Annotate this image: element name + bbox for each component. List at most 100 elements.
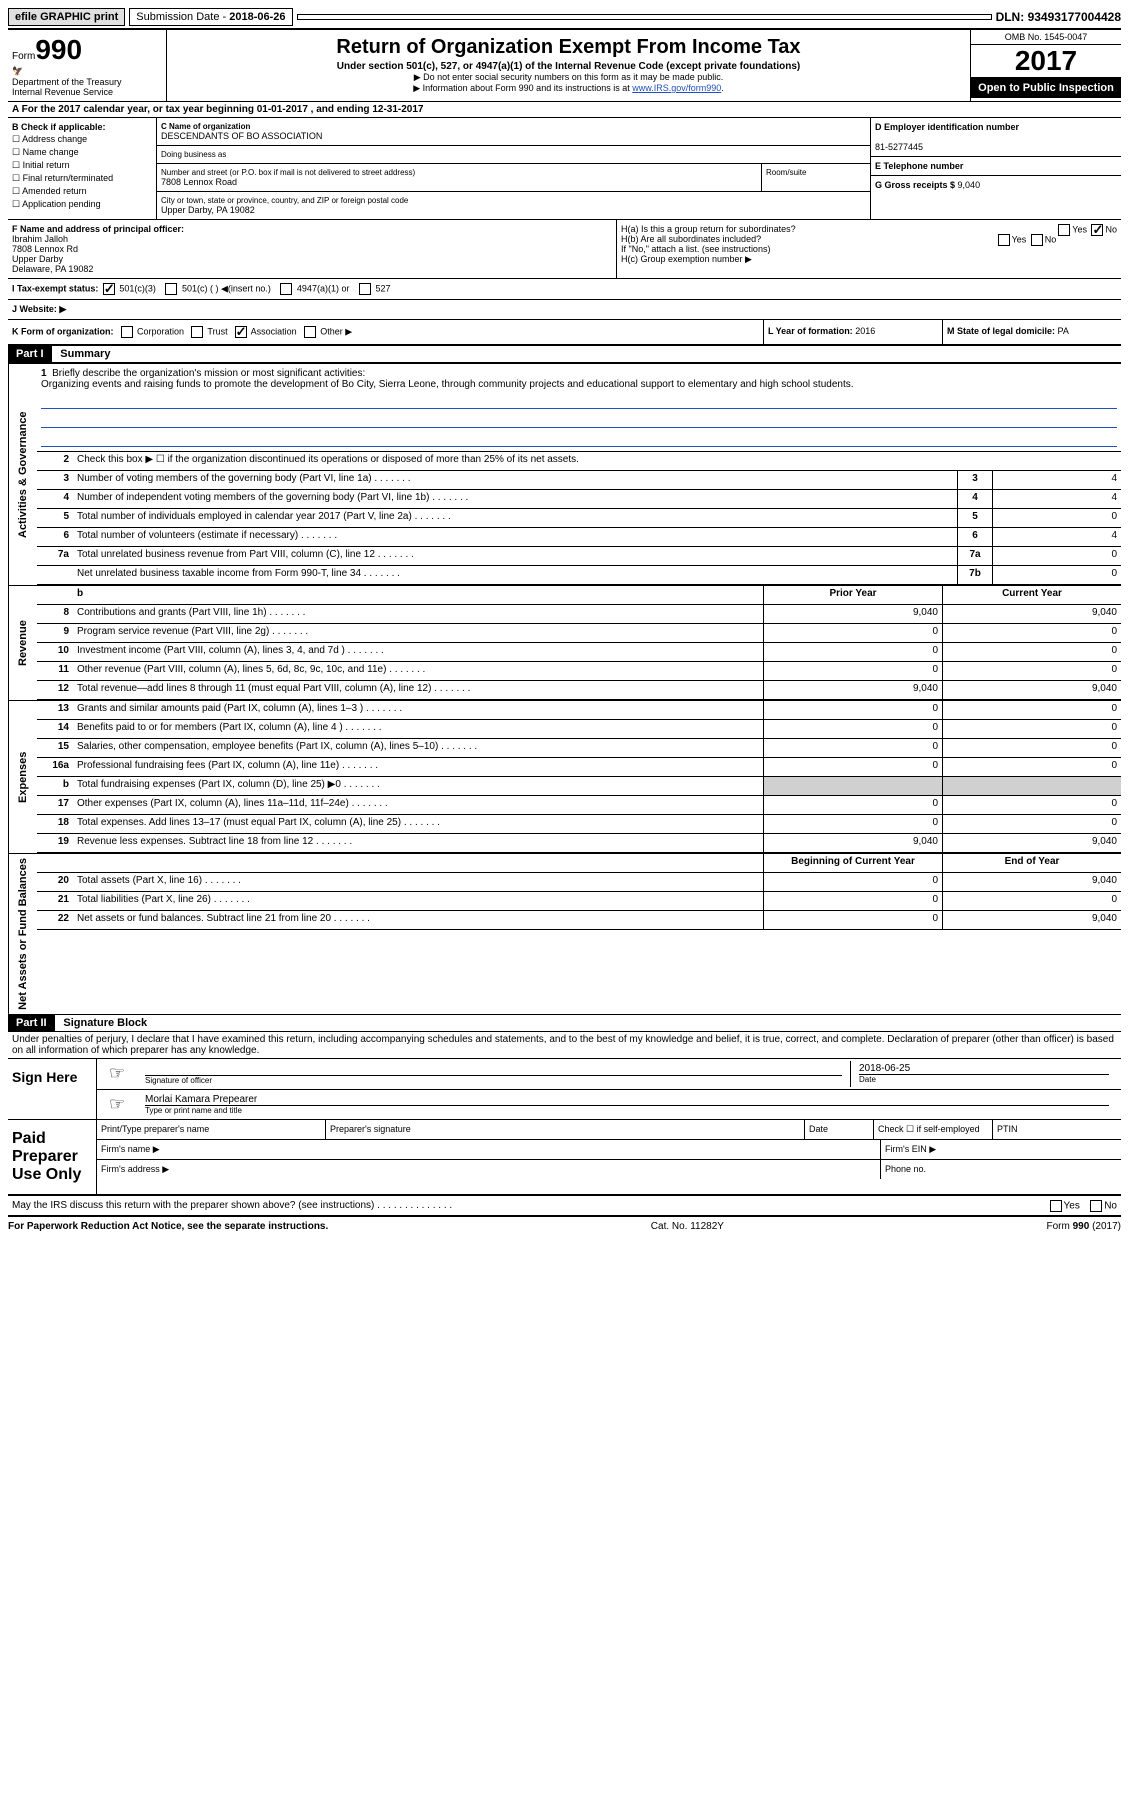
revenue-side-label: Revenue (8, 586, 37, 700)
expenses-side-label: Expenses (8, 701, 37, 853)
table-row: 3 Number of voting members of the govern… (37, 471, 1121, 490)
table-row: 4 Number of independent voting members o… (37, 490, 1121, 509)
table-row: 11 Other revenue (Part VIII, column (A),… (37, 662, 1121, 681)
mission-line (41, 432, 1117, 447)
form-header: Form990 🦅 Department of the Treasury Int… (8, 30, 1121, 102)
table-row: 8 Contributions and grants (Part VIII, l… (37, 605, 1121, 624)
tax-year: 2017 (971, 45, 1121, 78)
check-initial-return[interactable]: ☐ Initial return (12, 160, 152, 171)
header-left: Form990 🦅 Department of the Treasury Int… (8, 30, 167, 101)
org-name: DESCENDANTS OF BO ASSOCIATION (161, 131, 866, 141)
org-address: 7808 Lennox Road (161, 177, 757, 187)
h-a: H(a) Is this a group return for subordin… (621, 224, 1117, 234)
table-row: 13 Grants and similar amounts paid (Part… (37, 701, 1121, 720)
gross-receipts: 9,040 (958, 180, 981, 190)
sign-here-label: Sign Here (8, 1059, 97, 1119)
h-b: H(b) Are all subordinates included? Yes … (621, 234, 1117, 244)
check-address-change[interactable]: ☐ Address change (12, 134, 152, 145)
form-other-checkbox[interactable] (304, 326, 316, 338)
discuss-row: May the IRS discuss this return with the… (8, 1195, 1121, 1217)
part-2-header: Part II Signature Block (8, 1015, 1121, 1032)
top-bar: efile GRAPHIC print Submission Date - 20… (8, 8, 1121, 30)
table-row: 22 Net assets or fund balances. Subtract… (37, 911, 1121, 930)
submission-date-box: Submission Date - 2018-06-26 (129, 8, 292, 26)
signature-arrow-icon: ☞ (101, 1061, 137, 1087)
dept-label: Department of the Treasury Internal Reve… (12, 77, 162, 97)
governance-side-label: Activities & Governance (8, 364, 37, 585)
form-subtitle: Under section 501(c), 527, or 4947(a)(1)… (171, 61, 966, 72)
table-row: 9 Program service revenue (Part VIII, li… (37, 624, 1121, 643)
table-row: 20 Total assets (Part X, line 16) 0 9,04… (37, 873, 1121, 892)
table-row: 7a Total unrelated business revenue from… (37, 547, 1121, 566)
table-row: 17 Other expenses (Part IX, column (A), … (37, 796, 1121, 815)
mission-line (41, 413, 1117, 428)
status-501c3-checkbox[interactable] (103, 283, 115, 295)
dln-label: DLN: 93493177004428 (996, 10, 1121, 24)
blank-box (297, 14, 992, 20)
ha-yes-checkbox[interactable] (1058, 224, 1070, 236)
omb-number: OMB No. 1545-0047 (971, 30, 1121, 45)
net-assets-section: Net Assets or Fund Balances Beginning of… (8, 853, 1121, 1015)
efile-box: efile GRAPHIC print (8, 8, 125, 26)
table-row: Net unrelated business taxable income fr… (37, 566, 1121, 585)
org-city: Upper Darby, PA 19082 (161, 205, 866, 215)
table-row: 15 Salaries, other compensation, employe… (37, 739, 1121, 758)
hb-yes-checkbox[interactable] (998, 234, 1010, 246)
note-2: ▶ Information about Form 990 and its ins… (171, 83, 966, 94)
section-f-h: F Name and address of principal officer:… (8, 220, 1121, 279)
paid-preparer-section: Paid Preparer Use Only Print/Type prepar… (8, 1120, 1121, 1195)
ha-no-checkbox[interactable] (1091, 224, 1103, 236)
expenses-section: Expenses 13 Grants and similar amounts p… (8, 700, 1121, 853)
header-mid: Return of Organization Exempt From Incom… (167, 30, 971, 101)
status-501c-checkbox[interactable] (165, 283, 177, 295)
check-amended-return[interactable]: ☐ Amended return (12, 186, 152, 197)
sign-here-section: Sign Here ☞ Signature of officer 2018-06… (8, 1059, 1121, 1120)
table-row: 16a Professional fundraising fees (Part … (37, 758, 1121, 777)
table-row: 10 Investment income (Part VIII, column … (37, 643, 1121, 662)
part-1-header: Part I Summary (8, 346, 1121, 363)
header-right: OMB No. 1545-0047 2017 Open to Public In… (971, 30, 1121, 101)
status-4947-checkbox[interactable] (280, 283, 292, 295)
table-row: 12 Total revenue—add lines 8 through 11 … (37, 681, 1121, 700)
h-c: H(c) Group exemption number ▶ (621, 254, 1117, 265)
irs-link[interactable]: www.IRS.gov/form990 (632, 83, 721, 93)
ein: 81-5277445 (875, 142, 923, 152)
row-a-tax-year: A For the 2017 calendar year, or tax yea… (8, 102, 1121, 118)
table-row: 19 Revenue less expenses. Subtract line … (37, 834, 1121, 853)
row-i-tax-status: I Tax-exempt status: 501(c)(3) 501(c) ( … (8, 279, 1121, 300)
discuss-no-checkbox[interactable] (1090, 1200, 1102, 1212)
table-row: 5 Total number of individuals employed i… (37, 509, 1121, 528)
check-application-pending[interactable]: ☐ Application pending (12, 199, 152, 210)
form-assoc-checkbox[interactable] (235, 326, 247, 338)
form-trust-checkbox[interactable] (191, 326, 203, 338)
paid-preparer-label: Paid Preparer Use Only (8, 1120, 97, 1194)
check-final-return[interactable]: ☐ Final return/terminated (12, 173, 152, 184)
hb-no-checkbox[interactable] (1031, 234, 1043, 246)
irs-logo-icon: 🦅 (12, 66, 162, 77)
perjury-text: Under penalties of perjury, I declare th… (8, 1032, 1121, 1059)
check-name-change[interactable]: ☐ Name change (12, 147, 152, 158)
col-b-checks: B Check if applicable: ☐ Address change … (8, 118, 157, 219)
table-row: 21 Total liabilities (Part X, line 26) 0… (37, 892, 1121, 911)
form-corp-checkbox[interactable] (121, 326, 133, 338)
row-j-website: J Website: ▶ (8, 300, 1121, 320)
status-527-checkbox[interactable] (359, 283, 371, 295)
footer-row: For Paperwork Reduction Act Notice, see … (8, 1217, 1121, 1232)
table-row: 14 Benefits paid to or for members (Part… (37, 720, 1121, 739)
mission-text: Organizing events and raising funds to p… (41, 379, 854, 390)
col-c-org: C Name of organization DESCENDANTS OF BO… (157, 118, 871, 219)
note-1: ▶ Do not enter social security numbers o… (171, 72, 966, 83)
col-d-g: D Employer identification number 81-5277… (871, 118, 1121, 219)
activities-governance-section: Activities & Governance 1 Briefly descri… (8, 363, 1121, 585)
table-row: 6 Total number of volunteers (estimate i… (37, 528, 1121, 547)
table-row: 18 Total expenses. Add lines 13–17 (must… (37, 815, 1121, 834)
netassets-side-label: Net Assets or Fund Balances (8, 854, 37, 1014)
section-b-g: B Check if applicable: ☐ Address change … (8, 118, 1121, 220)
officer-info: Ibrahim Jalloh 7808 Lennox Rd Upper Darb… (12, 234, 612, 274)
discuss-yes-checkbox[interactable] (1050, 1200, 1062, 1212)
table-row: b Total fundraising expenses (Part IX, c… (37, 777, 1121, 796)
open-inspection: Open to Public Inspection (971, 78, 1121, 98)
signature-arrow-icon: ☞ (101, 1092, 137, 1117)
form-title: Return of Organization Exempt From Incom… (171, 36, 966, 59)
row-k-l-m: K Form of organization: Corporation Trus… (8, 320, 1121, 346)
